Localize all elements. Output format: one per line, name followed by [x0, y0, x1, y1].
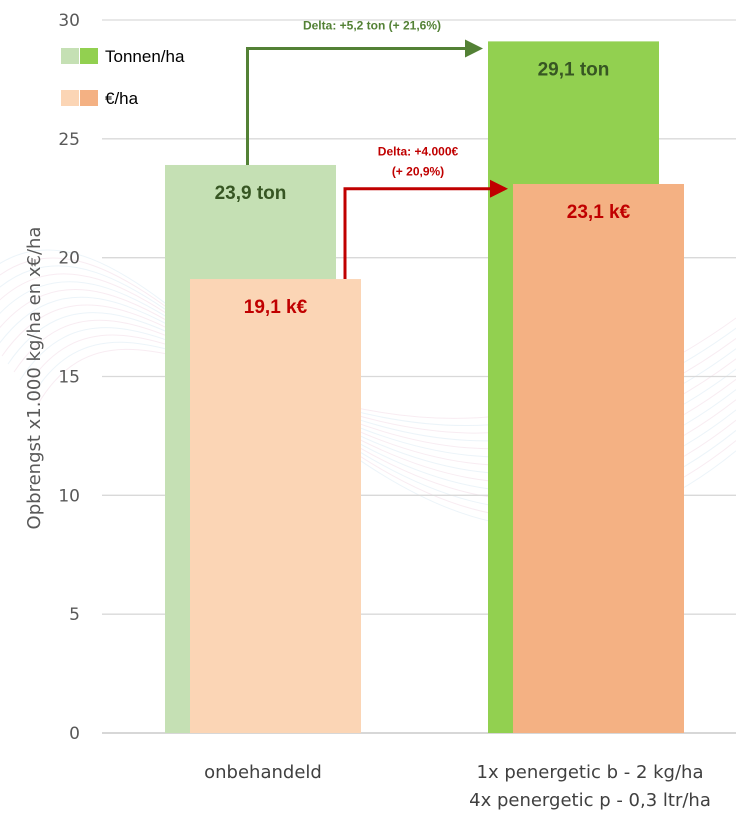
bars: [165, 41, 684, 734]
legend-label: Tonnen/ha: [105, 47, 185, 66]
legend-swatch-light: [61, 90, 79, 106]
y-tick-label: 20: [58, 249, 80, 269]
y-tick-label: 15: [58, 368, 80, 388]
x-axis-categories: onbehandeld 1x penergetic b - 2 kg/ha 4x p…: [204, 762, 711, 811]
y-tick-label: 30: [58, 11, 80, 31]
y-tick-label: 25: [58, 130, 80, 150]
legend-swatch-light: [61, 48, 79, 64]
legend: Tonnen/ha €/ha: [61, 47, 185, 108]
y-tick-label: 10: [58, 486, 80, 506]
delta-arrow-euro: [343, 179, 508, 280]
y-tick-label: 0: [69, 724, 80, 744]
delta-label-tonnen: Delta: +5,2 ton (+ 21,6%): [303, 19, 441, 33]
legend-label: €/ha: [105, 89, 139, 108]
y-axis-ticks: 0 5 10 15 20 25 30: [58, 11, 80, 744]
delta-arrow-tonnen: [246, 39, 483, 165]
y-tick-label: 5: [69, 605, 80, 625]
bar-euro-1: [513, 183, 684, 734]
delta-annotations: Delta: +5,2 ton (+ 21,6%) Delta: +4.000€ (…: [246, 19, 508, 280]
bar-euro-0: [190, 279, 361, 733]
delta-label-euro: Delta: +4.000€: [378, 144, 459, 158]
data-labels: 23,9 ton 29,1 ton 19,1 k€ 23,1 k€: [215, 59, 631, 318]
data-label: 23,1 k€: [567, 202, 631, 223]
data-label: 19,1 k€: [244, 297, 308, 318]
data-label: 29,1 ton: [538, 59, 610, 80]
x-category-label: 1x penergetic b - 2 kg/ha: [477, 762, 704, 783]
legend-swatch-dark: [80, 90, 98, 106]
y-axis-label: Opbrengst x1.000 kg/ha en x€/ha: [24, 227, 45, 530]
data-label: 23,9 ton: [215, 183, 287, 204]
delta-label-euro: (+ 20,9%): [392, 164, 444, 178]
x-category-label: 4x penergetic p - 0,3 ltr/ha: [469, 790, 711, 811]
legend-swatch-dark: [80, 48, 98, 64]
x-category-label: onbehandeld: [204, 762, 322, 783]
